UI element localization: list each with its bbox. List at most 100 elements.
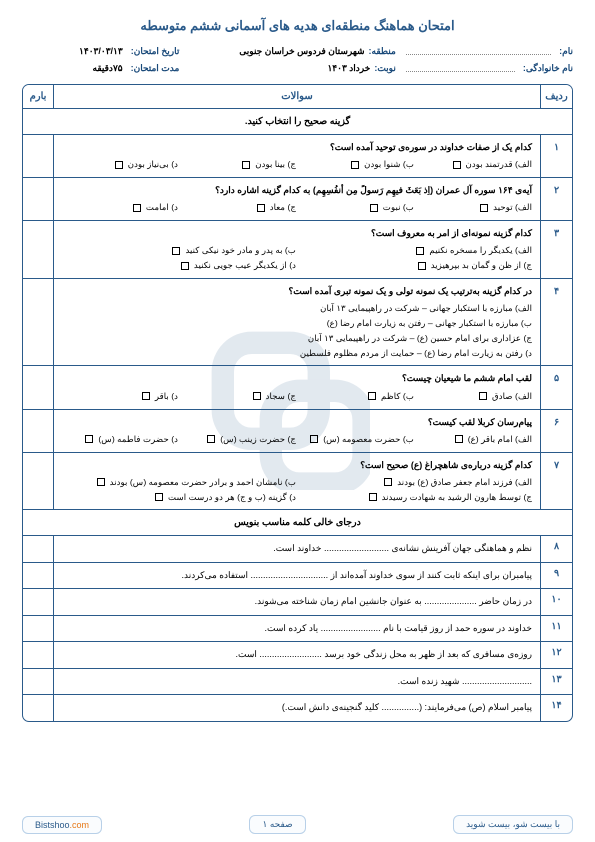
fill-row: ۱۱خداوند در سوره حمد از روز قیامت با نام… (23, 616, 572, 643)
option[interactable]: ج) سجاد (178, 389, 296, 404)
question-row: ۲آیه‌ی ۱۶۴ سوره آل عمران (اِذ بَعَثَ فیه… (23, 178, 572, 221)
checkbox-icon[interactable] (133, 204, 141, 212)
checkbox-icon[interactable] (369, 493, 377, 501)
option[interactable]: ج) معاد (178, 200, 296, 215)
options-group: الف) یکدیگر را مسخره نکنیم ب) به پدر و ما… (60, 243, 532, 273)
option-label: ج) سجاد (266, 389, 296, 404)
option[interactable]: د) امامت (60, 200, 178, 215)
checkbox-icon[interactable] (310, 435, 318, 443)
section-fill-title: درجای خالی کلمه مناسب بنویس (23, 510, 572, 536)
options-group: الف) توحیدب) نبوت ج) معادد) امامت (60, 200, 532, 215)
checkbox-icon[interactable] (257, 204, 265, 212)
question-number: ۱۱ (540, 616, 572, 642)
option[interactable]: الف) یکدیگر را مسخره نکنیم (296, 243, 532, 258)
option-label: الف) یکدیگر را مسخره نکنیم (429, 243, 532, 258)
checkbox-icon[interactable] (455, 435, 463, 443)
option-label: ب) شنوا بودن (364, 157, 414, 172)
question-row: ۳کدام گزینه نمونه‌ای از امر به معروف است… (23, 221, 572, 279)
option[interactable]: ج) عزاداری برای امام حسین (ع) – شرکت در … (60, 331, 532, 346)
option[interactable]: ج) از ظن و گمان بد بپرهیزید (296, 258, 532, 273)
option[interactable]: د) رفتن به زیارت امام رضا (ع) – حمایت از… (60, 346, 532, 361)
checkbox-icon[interactable] (207, 435, 215, 443)
option[interactable]: ج) حضرت زینب (س) (178, 432, 296, 447)
option-label: ب) مبارزه با استکبار جهانی – رفتن به زیا… (327, 316, 532, 331)
option[interactable]: ج) بینا بودن (178, 157, 296, 172)
checkbox-icon[interactable] (384, 478, 392, 486)
checkbox-icon[interactable] (242, 161, 250, 169)
checkbox-icon[interactable] (181, 262, 189, 270)
option-label: د) حضرت فاطمه (س) (98, 432, 178, 447)
question-number: ۴ (540, 279, 572, 365)
checkbox-icon[interactable] (370, 204, 378, 212)
checkbox-icon[interactable] (453, 161, 461, 169)
question-row: ۱ کدام یک از صفات خداوند در سوره‌ی توحید … (23, 135, 572, 178)
question-number: ۱ (540, 135, 572, 177)
checkbox-icon[interactable] (253, 392, 261, 400)
option-label: ب) نبوت (383, 200, 414, 215)
option[interactable]: ب) به پدر و مادر خود نیکی کنید (60, 243, 296, 258)
question-text: کدام یک از صفات خداوند در سوره‌ی توحید آ… (60, 140, 532, 155)
option-label: الف) مبارزه با استکبار جهانی – شرکت در ر… (320, 301, 532, 316)
option[interactable]: ج) توسط هارون الرشید به شهادت رسیدند (296, 490, 532, 505)
checkbox-icon[interactable] (480, 204, 488, 212)
option-label: د) باقر (155, 389, 178, 404)
option[interactable]: الف) قدرتمند بودن (414, 157, 532, 172)
option[interactable]: ب) نبوت (296, 200, 414, 215)
option[interactable]: الف) توحید (414, 200, 532, 215)
question-text: پیام‌رسان کربلا لقب کیست؟ (60, 415, 532, 430)
options-group: الف) امام باقر (ع)ب) حضرت معصومه (س) ج) ح… (60, 432, 532, 447)
dur-value: ۷۵دقیقه (93, 63, 123, 74)
option-label: ب) حضرت معصومه (س) (323, 432, 414, 447)
term-label: نوبت: (374, 63, 396, 74)
option[interactable]: ب) مبارزه با استکبار جهانی – رفتن به زیا… (60, 316, 532, 331)
option[interactable]: د) باقر (60, 389, 178, 404)
fill-row: ۸نظم و هماهنگی جهان آفرینش نشانه‌ی .....… (23, 536, 572, 563)
option-label: ب) کاظم (381, 389, 414, 404)
checkbox-icon[interactable] (416, 247, 424, 255)
option-label: د) از یکدیگر عیب جویی نکنید (194, 258, 296, 273)
family-field[interactable] (406, 63, 515, 72)
option[interactable]: د) حضرت فاطمه (س) (60, 432, 178, 447)
option[interactable]: ب) حضرت معصومه (س) (296, 432, 414, 447)
option-label: ب) نامشان احمد و برادر حضرت معصومه (س) ب… (110, 475, 296, 490)
checkbox-icon[interactable] (172, 247, 180, 255)
option[interactable]: الف) صادق (414, 389, 532, 404)
checkbox-icon[interactable] (351, 161, 359, 169)
option-label: د) بی‌نیاز بودن (128, 157, 178, 172)
region-value: شهرستان فردوس خراسان جنوبی (239, 46, 364, 57)
checkbox-icon[interactable] (418, 262, 426, 270)
question-body: در کدام گزینه به‌ترتیب یک نمونه تولی و ی… (53, 279, 540, 365)
checkbox-icon[interactable] (97, 478, 105, 486)
question-score (23, 135, 53, 177)
option-label: د) رفتن به زیارت امام رضا (ع) – حمایت از… (300, 346, 532, 361)
dur-label: مدت امتحان: (131, 63, 180, 74)
option[interactable]: ب) نامشان احمد و برادر حضرت معصومه (س) ب… (60, 475, 296, 490)
question-text: آیه‌ی ۱۶۴ سوره آل عمران (اِذ بَعَثَ فیهِ… (60, 183, 532, 198)
col-number: ردیف (540, 85, 572, 108)
option[interactable]: د) بی‌نیاز بودن (60, 157, 178, 172)
question-number: ۶ (540, 410, 572, 452)
question-score (23, 366, 53, 408)
option-label: الف) صادق (492, 389, 532, 404)
checkbox-icon[interactable] (142, 392, 150, 400)
option[interactable]: الف) مبارزه با استکبار جهانی – شرکت در ر… (60, 301, 532, 316)
checkbox-icon[interactable] (155, 493, 163, 501)
options-group: الف) قدرتمند بودنب) شنوا بودن ج) بینا بود… (60, 157, 532, 172)
fill-text: پیامبر اسلام (ص) می‌فرمایند: (..........… (53, 695, 540, 721)
question-score (23, 178, 53, 220)
checkbox-icon[interactable] (115, 161, 123, 169)
fill-row: ۱۳............................ شهید زنده… (23, 669, 572, 696)
option[interactable]: د) از یکدیگر عیب جویی نکنید (60, 258, 296, 273)
option[interactable]: ب) شنوا بودن (296, 157, 414, 172)
checkbox-icon[interactable] (85, 435, 93, 443)
question-body: لقب امام ششم ما شیعیان چیست؟الف) صادقب) … (53, 366, 540, 408)
term-value: خرداد ۱۴۰۳ (327, 63, 370, 74)
option[interactable]: ب) کاظم (296, 389, 414, 404)
option[interactable]: د) گزینه (ب و ج) هر دو درست است (60, 490, 296, 505)
checkbox-icon[interactable] (479, 392, 487, 400)
checkbox-icon[interactable] (368, 392, 376, 400)
option[interactable]: الف) امام باقر (ع) (414, 432, 532, 447)
name-field[interactable] (406, 46, 551, 55)
question-score (23, 410, 53, 452)
option[interactable]: الف) فرزند امام جعفر صادق (ع) بودند (296, 475, 532, 490)
